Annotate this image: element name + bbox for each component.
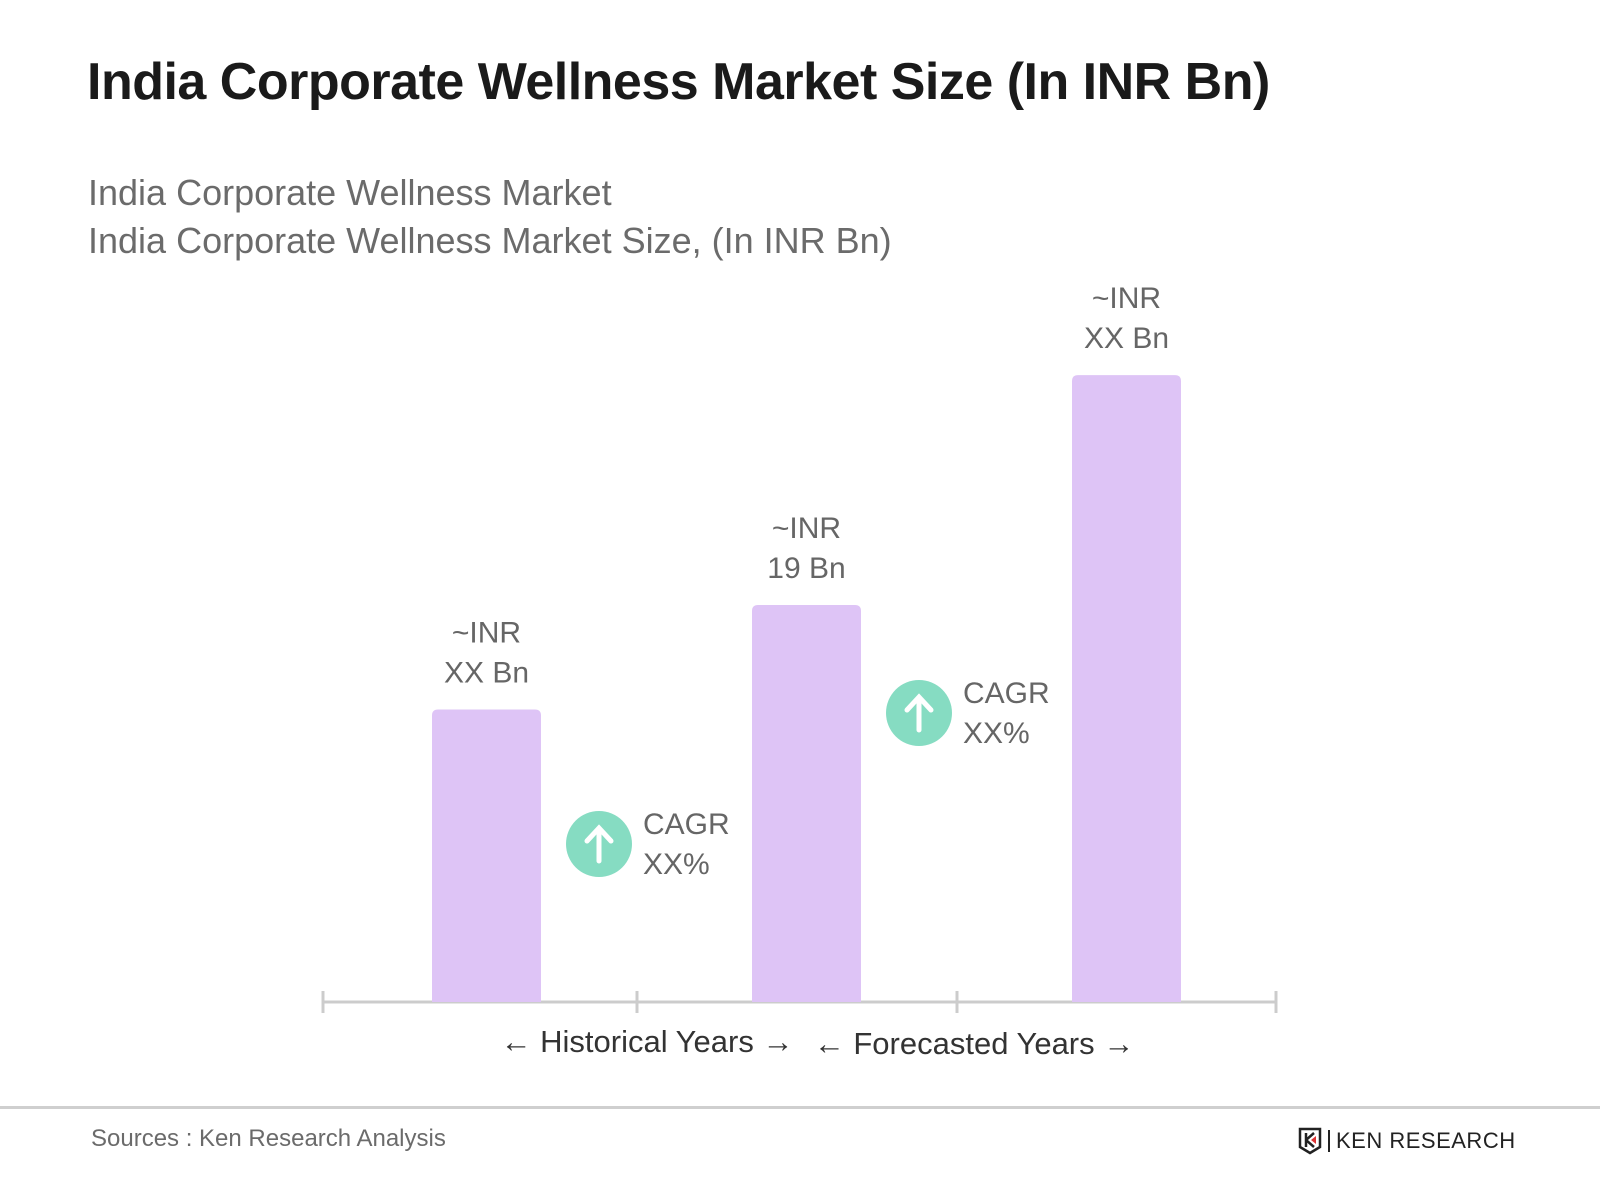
logo-text: KEN RESEARCH (1336, 1128, 1516, 1153)
cagr-label: CAGR (643, 808, 730, 841)
arrow-up-icon (584, 824, 614, 864)
data-label-line1: ~INR (772, 512, 841, 545)
ken-research-logo: KEN RESEARCH (1298, 1127, 1516, 1155)
bar (432, 709, 541, 1002)
chart-title: India Corporate Wellness Market Size (In… (87, 53, 1270, 111)
data-label-line2: XX Bn (444, 656, 529, 689)
x-section-label: ← Forecasted Years → (814, 1026, 1135, 1061)
cagr-value: XX% (963, 717, 1030, 750)
bar (1072, 375, 1181, 1002)
footer-divider (0, 1106, 1600, 1109)
bar-chart: ~INR XX Bn ~INR 19 Bn ~INR XX Bn CAGR XX% CAGR XX… (321, 282, 1278, 1061)
ken-logo-icon (1298, 1127, 1322, 1155)
data-label-line2: 19 Bn (767, 552, 845, 585)
cagr-label: CAGR (963, 677, 1050, 710)
subtitle-2: India Corporate Wellness Market Size, (I… (88, 220, 892, 261)
x-section-label: ← Historical Years → (501, 1024, 794, 1059)
data-label-line1: ~INR (1092, 282, 1161, 315)
subtitle-1: India Corporate Wellness Market (88, 172, 612, 213)
data-label-line1: ~INR (452, 616, 521, 649)
arrow-up-icon (904, 693, 934, 733)
cagr-value: XX% (643, 848, 710, 881)
bar (752, 605, 861, 1002)
data-label-line2: XX Bn (1084, 322, 1169, 355)
source-note: Sources : Ken Research Analysis (91, 1125, 446, 1152)
